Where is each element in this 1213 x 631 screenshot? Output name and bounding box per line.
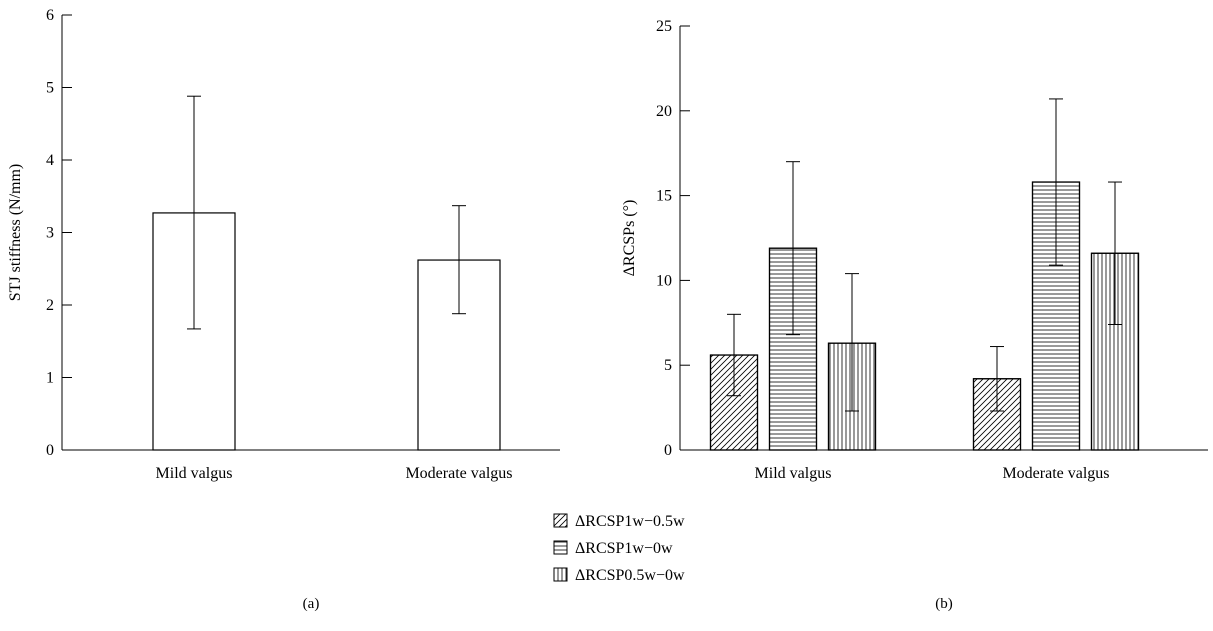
y-tick-label: 0 (46, 442, 54, 459)
y-tick-label: 1 (46, 370, 54, 387)
y-tick-label: 4 (46, 152, 54, 169)
legend: ΔRCSP1w−0.5w ΔRCSP1w−0w ΔRCSP0.5w−0w (553, 513, 685, 584)
y-tick-label: 0 (664, 442, 672, 459)
y-tick-label: 10 (656, 272, 672, 289)
x-category-label: Mild valgus (755, 465, 832, 482)
x-category-label: Moderate valgus (1002, 465, 1109, 482)
panel-label: (b) (935, 596, 953, 612)
y-tick-label: 20 (656, 103, 672, 120)
x-category-label: Moderate valgus (405, 465, 512, 482)
y-axis-title: STJ stiffness (N/mm) (7, 164, 24, 301)
legend-label: ΔRCSP1w−0w (575, 540, 673, 557)
legend-swatch (553, 513, 568, 528)
y-tick-label: 15 (656, 188, 672, 205)
y-tick-label: 5 (664, 357, 672, 374)
legend-label: ΔRCSP1w−0.5w (575, 513, 685, 530)
y-axis-title: ΔRCSPs (°) (621, 200, 638, 277)
y-tick-label: 6 (46, 7, 54, 24)
x-category-label: Mild valgus (156, 465, 233, 482)
y-tick-label: 2 (46, 297, 54, 314)
y-tick-label: 3 (46, 225, 54, 242)
chart-panel-b: 0 5 10 15 20 25 ΔRCSPs (°) (b) Mild valgus Modera… (553, 18, 1208, 612)
y-tick-label: 25 (656, 18, 672, 35)
chart-panel-a: 0 1 2 3 4 5 6 STJ stiffness (N/mm) (a) Mild valgu… (7, 7, 560, 612)
legend-swatch (553, 540, 568, 555)
legend-label: ΔRCSP0.5w−0w (575, 567, 685, 584)
y-tick-label: 5 (46, 80, 54, 97)
legend-swatch (553, 567, 568, 582)
panel-label: (a) (303, 596, 320, 612)
